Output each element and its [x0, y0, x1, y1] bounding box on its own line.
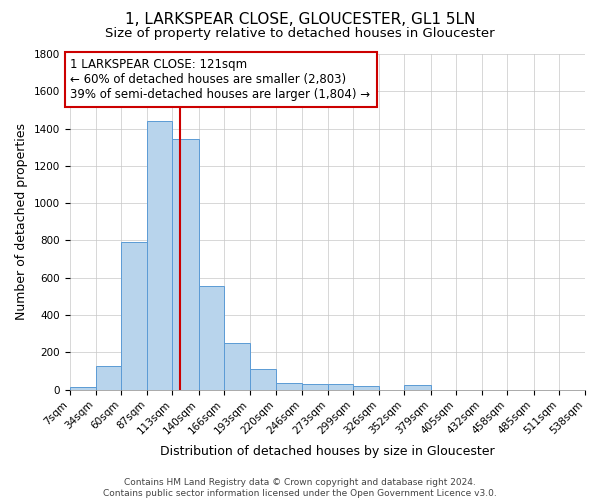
Bar	[250, 369, 276, 390]
X-axis label: Distribution of detached houses by size in Gloucester: Distribution of detached houses by size …	[160, 444, 494, 458]
Text: 1, LARKSPEAR CLOSE, GLOUCESTER, GL1 5LN: 1, LARKSPEAR CLOSE, GLOUCESTER, GL1 5LN	[125, 12, 475, 28]
Text: 1 LARKSPEAR CLOSE: 121sqm
← 60% of detached houses are smaller (2,803)
39% of se: 1 LARKSPEAR CLOSE: 121sqm ← 60% of detac…	[70, 58, 371, 100]
Bar	[328, 384, 353, 390]
Bar	[276, 383, 302, 390]
Bar	[147, 121, 172, 390]
Bar	[96, 366, 121, 390]
Y-axis label: Number of detached properties: Number of detached properties	[15, 124, 28, 320]
Text: Size of property relative to detached houses in Gloucester: Size of property relative to detached ho…	[105, 28, 495, 40]
Bar	[302, 384, 328, 390]
Text: Contains HM Land Registry data © Crown copyright and database right 2024.
Contai: Contains HM Land Registry data © Crown c…	[103, 478, 497, 498]
Bar	[70, 387, 96, 390]
Bar	[404, 386, 431, 390]
Bar	[353, 386, 379, 390]
Bar	[121, 242, 147, 390]
Bar	[224, 343, 250, 390]
Bar	[172, 139, 199, 390]
Bar	[199, 286, 224, 390]
